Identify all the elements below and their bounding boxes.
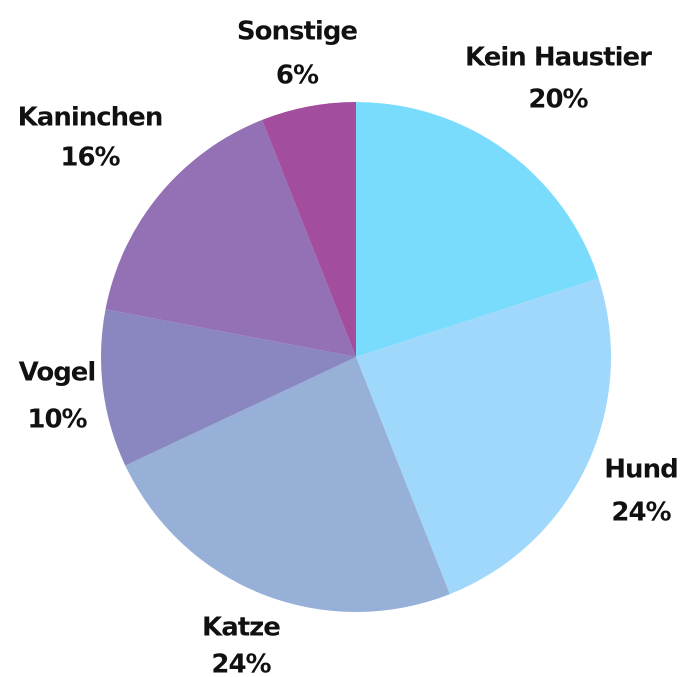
slice-value-label: 20% xyxy=(528,85,588,115)
slice-value-label: 6% xyxy=(276,61,319,91)
slice-value-label: 16% xyxy=(60,143,120,173)
pie-slice xyxy=(262,102,356,357)
slice-value-label: 10% xyxy=(27,405,87,435)
slice-label: Vogel xyxy=(19,358,96,388)
pie-slice xyxy=(356,102,599,357)
slice-value-label: 24% xyxy=(211,650,271,677)
slice-label: Sonstige xyxy=(237,17,358,47)
slice-label: Kein Haustier xyxy=(465,43,652,73)
slice-label: Kaninchen xyxy=(18,103,163,133)
slice-label: Katze xyxy=(202,613,280,643)
pie-slice xyxy=(101,309,357,466)
pie-slice xyxy=(356,278,611,595)
slice-value-label: 24% xyxy=(611,498,671,528)
pie-slice xyxy=(125,357,450,613)
slice-label: Hund xyxy=(604,455,677,485)
pie-slice xyxy=(105,119,356,357)
